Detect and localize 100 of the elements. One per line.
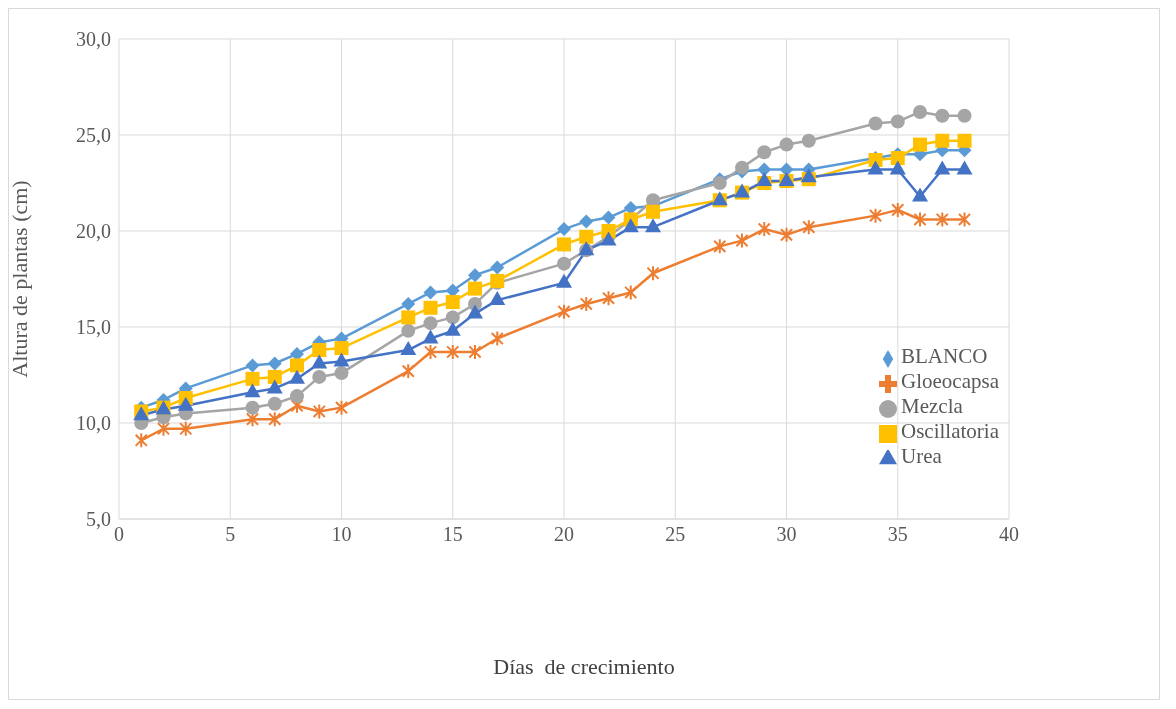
point <box>579 295 593 312</box>
point <box>445 310 460 325</box>
point <box>956 160 973 175</box>
point <box>557 222 572 237</box>
point <box>557 256 572 271</box>
point <box>579 214 594 229</box>
point <box>401 363 415 380</box>
x-tick-label: 10 <box>331 523 352 546</box>
point <box>489 291 506 306</box>
point <box>913 137 928 152</box>
point <box>468 343 482 360</box>
point <box>557 303 571 320</box>
point <box>557 237 572 252</box>
y-tick-label: 20,0 <box>76 220 111 243</box>
point <box>735 160 750 175</box>
point <box>622 218 639 233</box>
point <box>156 420 171 437</box>
y-tick-label: 25,0 <box>76 124 111 147</box>
point <box>179 420 193 437</box>
x-tick-label: 25 <box>665 523 686 546</box>
point <box>267 396 282 411</box>
point <box>913 104 928 119</box>
point <box>290 389 305 404</box>
point <box>646 265 660 282</box>
point <box>645 218 662 233</box>
point <box>334 399 349 416</box>
point <box>266 379 283 394</box>
x-tick-label: 30 <box>776 523 797 546</box>
point <box>756 172 773 187</box>
point <box>290 358 305 373</box>
x-tick-label: 15 <box>442 523 463 546</box>
point <box>177 396 194 411</box>
x-tick-label: 40 <box>999 523 1020 546</box>
point <box>423 285 438 300</box>
point <box>444 321 461 336</box>
x-tick-label: 35 <box>887 523 908 546</box>
point <box>890 114 905 129</box>
point <box>757 145 772 160</box>
point <box>423 316 438 331</box>
y-tick-label: 10,0 <box>76 412 111 435</box>
point <box>934 160 951 175</box>
x-tick-label: 20 <box>554 523 575 546</box>
point <box>889 160 906 175</box>
legend-label: Gloeocapsa <box>901 369 999 393</box>
point <box>467 304 484 319</box>
x-axis-title: Días de crecimiento <box>492 654 676 680</box>
point <box>735 232 749 249</box>
point <box>334 366 349 381</box>
point <box>713 238 727 255</box>
point <box>579 229 594 244</box>
legend-label: BLANCO <box>901 344 988 368</box>
point <box>623 200 638 215</box>
point <box>624 284 638 301</box>
point <box>134 432 148 449</box>
point <box>957 108 972 123</box>
point <box>400 341 417 356</box>
point <box>890 151 905 166</box>
point <box>401 310 416 325</box>
point <box>422 329 439 344</box>
point <box>490 260 505 275</box>
point <box>401 323 416 338</box>
point <box>312 343 327 358</box>
point <box>556 273 573 288</box>
point <box>712 176 727 190</box>
point <box>311 354 328 369</box>
y-tick-label: 5,0 <box>86 508 111 531</box>
point <box>289 369 306 384</box>
y-axis-title: Altura de plantas (cm) <box>6 180 32 378</box>
point <box>333 352 350 367</box>
point <box>245 411 260 428</box>
point <box>868 116 883 131</box>
point <box>423 300 438 315</box>
point <box>935 108 950 123</box>
point <box>935 211 949 228</box>
point <box>601 290 616 307</box>
point <box>445 283 460 298</box>
point <box>779 226 794 243</box>
point <box>800 168 817 183</box>
point <box>913 211 927 228</box>
point <box>423 343 438 360</box>
point <box>757 221 771 238</box>
point <box>312 403 326 420</box>
point <box>957 211 972 228</box>
point <box>891 201 905 218</box>
x-tick-label: 0 <box>114 523 124 546</box>
point <box>401 296 416 311</box>
point <box>867 160 884 175</box>
point <box>267 369 282 384</box>
y-tick-label: 30,0 <box>76 28 111 51</box>
x-tick-label: 5 <box>225 523 236 546</box>
point <box>912 187 929 202</box>
point <box>334 341 349 356</box>
legend-label: Urea <box>901 444 942 468</box>
point <box>445 295 460 310</box>
point <box>468 281 483 296</box>
point <box>468 268 483 283</box>
point <box>245 371 260 386</box>
point <box>957 133 972 148</box>
legend-label: Mezcla <box>901 394 963 418</box>
point <box>646 204 661 219</box>
